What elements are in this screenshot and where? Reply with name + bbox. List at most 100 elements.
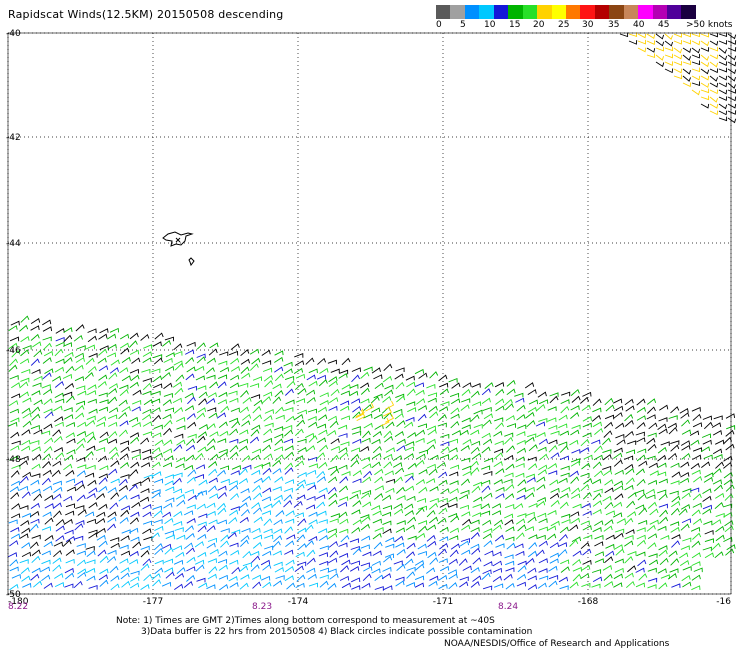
wind-barb [176, 499, 186, 507]
wind-barb [624, 398, 634, 406]
wind-barb [548, 439, 558, 445]
wind-barb [285, 415, 295, 423]
wind-barb [718, 116, 728, 122]
wind-barb [238, 468, 248, 476]
wind-barb [581, 502, 591, 509]
wind-barb [306, 396, 316, 404]
wind-barb [197, 551, 207, 558]
wind-barb [153, 383, 163, 389]
wind-barb [340, 565, 350, 573]
wind-barb [658, 417, 668, 422]
scale-swatch [565, 5, 581, 19]
wind-barb [448, 438, 459, 444]
wind-barb [493, 448, 504, 454]
wind-barb [263, 518, 273, 526]
wind-barb [569, 470, 579, 477]
wind-barb [517, 513, 527, 518]
wind-barb [548, 424, 558, 430]
wind-barb [9, 559, 19, 567]
wind-barb [604, 397, 614, 406]
wind-barb [646, 524, 656, 532]
wind-barb [308, 511, 318, 517]
wind-barb [363, 366, 373, 372]
wind-barb [31, 413, 41, 421]
wind-barb [249, 383, 260, 388]
time-label: 8.23 [252, 602, 272, 612]
wind-barb [615, 548, 625, 556]
wind-barb [120, 535, 130, 541]
wind-barb [646, 53, 656, 59]
wind-barb [21, 527, 31, 534]
wind-barb [65, 395, 75, 403]
wind-barb [10, 492, 20, 500]
wind-barb [429, 516, 439, 524]
wind-barb [10, 445, 20, 451]
wind-barb [239, 429, 249, 435]
wind-barb [130, 436, 140, 444]
wind-barb [700, 88, 710, 94]
wind-barb [537, 391, 547, 398]
wind-barb [723, 536, 733, 543]
wind-barb [120, 347, 130, 355]
wind-barb [295, 582, 305, 589]
wind-barb [660, 535, 670, 540]
wind-barb [76, 437, 86, 445]
wind-barb [184, 392, 194, 399]
wind-barb [195, 365, 205, 372]
wind-barb [671, 534, 681, 540]
wind-barb [612, 512, 623, 518]
wind-barb [240, 488, 250, 494]
wind-barb [263, 415, 273, 422]
wind-barb [351, 367, 361, 372]
wind-barb [41, 559, 51, 565]
wind-barb [31, 390, 41, 396]
wind-barb [274, 454, 284, 462]
wind-barb [494, 417, 504, 422]
wind-barb [691, 509, 701, 517]
wind-barb [54, 366, 65, 373]
wind-barb [285, 540, 295, 548]
wind-barb [296, 419, 306, 427]
wind-barb [41, 430, 51, 436]
wind-barb [405, 416, 415, 422]
wind-barb [559, 455, 570, 461]
wind-barb [229, 444, 239, 453]
wind-barb [668, 550, 678, 557]
wind-barb [373, 413, 384, 420]
scale-swatch [652, 5, 667, 19]
wind-barb [196, 435, 206, 444]
wind-barb [536, 484, 546, 491]
wind-barb [176, 439, 186, 446]
wind-barb [64, 529, 74, 535]
wind-barb [31, 534, 41, 540]
wind-barb [363, 403, 373, 411]
wind-barb [241, 420, 251, 427]
wind-barb [151, 492, 161, 499]
wind-barb [294, 413, 304, 421]
wind-barb [66, 486, 77, 492]
wind-barb [73, 334, 83, 342]
wind-barb [429, 502, 439, 510]
wind-barb [209, 453, 219, 461]
wind-barb [405, 551, 416, 559]
wind-barb [161, 371, 171, 379]
wind-barb [493, 430, 503, 437]
wind-barb [448, 503, 458, 508]
wind-barb [186, 366, 196, 373]
wind-barb [253, 399, 263, 407]
wind-barb [491, 510, 502, 516]
wind-barb [636, 437, 646, 443]
wind-barb [418, 468, 428, 475]
wind-barb [649, 508, 659, 516]
wind-barb [702, 439, 712, 445]
wind-barb [197, 521, 207, 527]
wind-barb [439, 502, 449, 508]
wind-barb [646, 47, 656, 53]
wind-barb [690, 439, 700, 446]
wind-barb [218, 448, 228, 454]
wind-barb [362, 476, 372, 483]
wind-barb [691, 540, 701, 548]
wind-barb [21, 429, 31, 436]
wind-barb [658, 478, 668, 484]
wind-barb [21, 575, 31, 582]
